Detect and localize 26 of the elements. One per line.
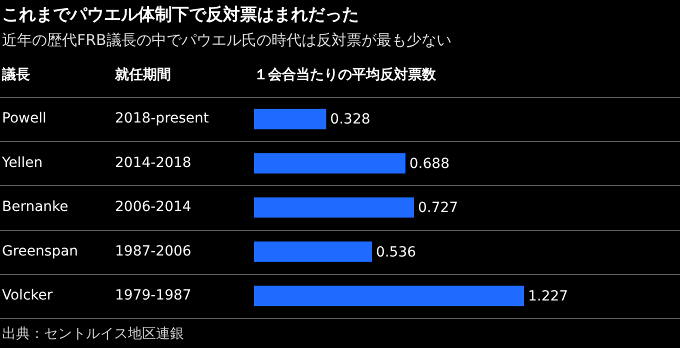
- x-axis-title: １会合当たりの平均反対票数: [254, 66, 436, 84]
- text: 就任期間: [115, 66, 171, 84]
- bar: [254, 153, 406, 174]
- data-label: 1.227: [528, 288, 568, 305]
- y-tick-label: Bernanke: [2, 199, 68, 216]
- bar: [254, 108, 326, 130]
- data-label: 0.328: [330, 112, 370, 128]
- text: 2018-present: [115, 110, 210, 127]
- data-label: 0.688: [409, 156, 450, 172]
- text: 1987-2006: [115, 243, 192, 260]
- data-label: 0.536: [376, 244, 416, 260]
- data-label: 0.727: [418, 200, 458, 216]
- text: 2014-2018: [115, 154, 192, 171]
- y-tick-label: Volcker: [2, 288, 53, 304]
- bar: [254, 197, 414, 218]
- bar: [254, 242, 372, 262]
- bar: [254, 286, 524, 306]
- y-tick-label: Yellen: [1, 154, 43, 171]
- source-note: 出典：セントルイス地区連銀: [2, 325, 184, 343]
- chart-subtitle: 近年の歴代FRB議長の中でパウエル氏の時代は反対票が最も少ない: [2, 31, 452, 50]
- y-tick-label: Powell: [2, 110, 46, 127]
- y-axis-title: 議長: [2, 66, 30, 84]
- y-tick-label: Greenspan: [2, 243, 78, 260]
- chart-title: これまでパウエル体制下で反対票はまれだった: [2, 4, 359, 26]
- text: 1979-1987: [115, 288, 192, 304]
- text: 2006-2014: [115, 199, 192, 216]
